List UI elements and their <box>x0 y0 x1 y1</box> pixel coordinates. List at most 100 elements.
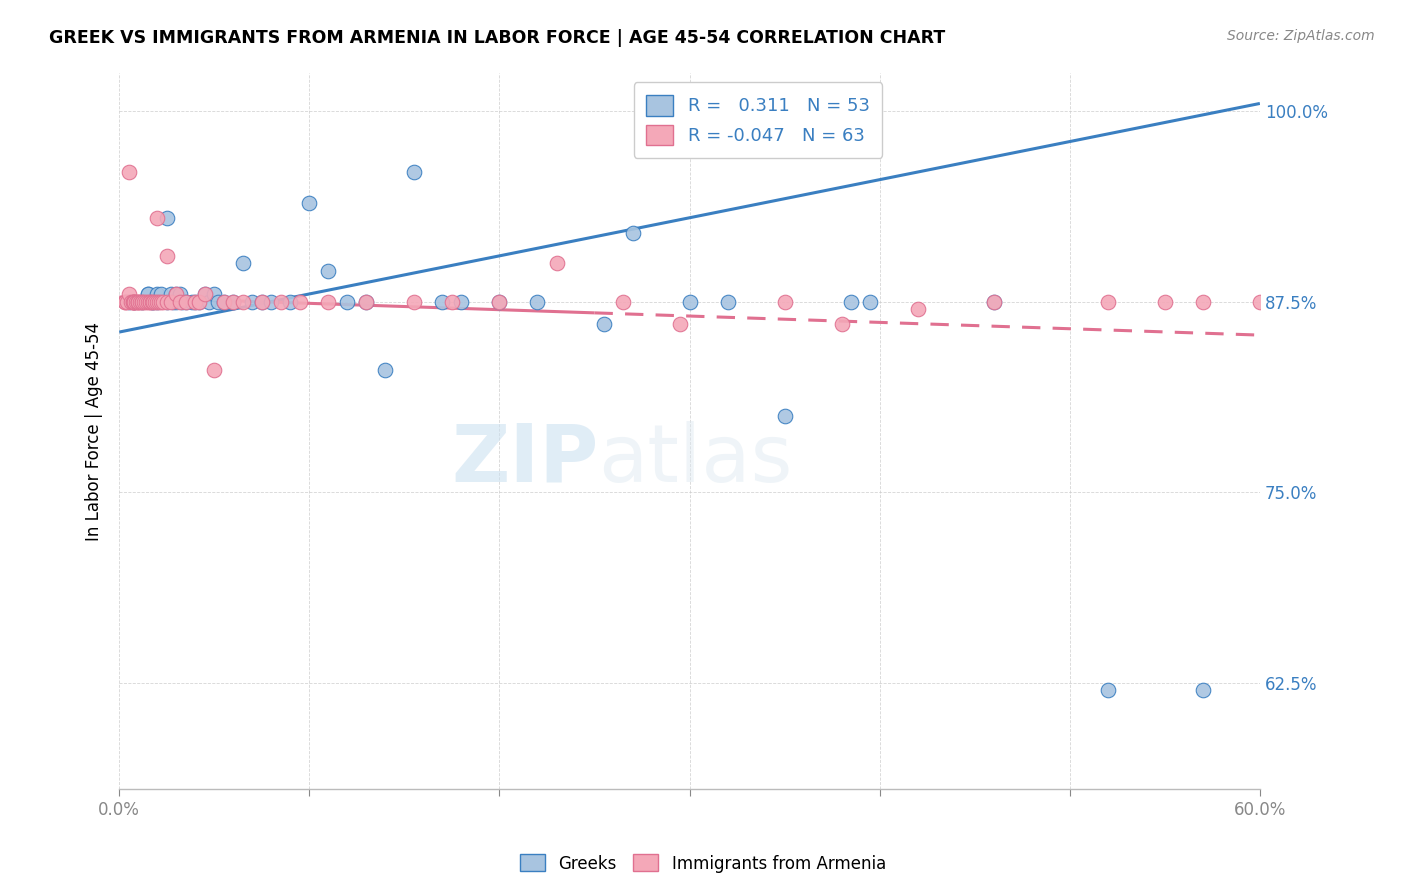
Text: GREEK VS IMMIGRANTS FROM ARMENIA IN LABOR FORCE | AGE 45-54 CORRELATION CHART: GREEK VS IMMIGRANTS FROM ARMENIA IN LABO… <box>49 29 945 46</box>
Point <box>141 294 163 309</box>
Point <box>669 318 692 332</box>
Point <box>270 294 292 309</box>
Point <box>907 302 929 317</box>
Point <box>180 294 202 309</box>
Point <box>141 294 163 309</box>
Point <box>124 294 146 309</box>
Point <box>612 294 634 309</box>
Point <box>1097 294 1119 309</box>
Point <box>188 294 211 309</box>
Point <box>859 294 882 309</box>
Point <box>121 294 143 309</box>
Point <box>773 409 796 423</box>
Point <box>127 294 149 309</box>
Point <box>132 294 155 309</box>
Point <box>146 294 169 309</box>
Point <box>146 211 169 225</box>
Point <box>1192 294 1215 309</box>
Legend: Greeks, Immigrants from Armenia: Greeks, Immigrants from Armenia <box>513 847 893 880</box>
Point <box>1192 683 1215 698</box>
Point <box>146 287 169 301</box>
Point <box>156 249 179 263</box>
Point <box>169 294 191 309</box>
Point <box>260 294 283 309</box>
Point <box>240 294 263 309</box>
Point <box>983 294 1005 309</box>
Point <box>131 294 153 309</box>
Point <box>222 294 245 309</box>
Point <box>150 287 173 301</box>
Point <box>135 294 157 309</box>
Point <box>114 294 136 309</box>
Point <box>165 287 187 301</box>
Point <box>432 294 454 309</box>
Point <box>169 287 191 301</box>
Point <box>127 294 149 309</box>
Point <box>298 195 321 210</box>
Text: atlas: atlas <box>599 421 793 499</box>
Point <box>621 226 644 240</box>
Point <box>165 287 187 301</box>
Point <box>983 294 1005 309</box>
Point <box>250 294 273 309</box>
Point <box>250 294 273 309</box>
Y-axis label: In Labor Force | Age 45-54: In Labor Force | Age 45-54 <box>86 322 103 541</box>
Point <box>212 294 235 309</box>
Point <box>124 294 146 309</box>
Text: Source: ZipAtlas.com: Source: ZipAtlas.com <box>1227 29 1375 43</box>
Point <box>124 294 146 309</box>
Point <box>152 294 174 309</box>
Point <box>232 294 254 309</box>
Point <box>129 294 152 309</box>
Point <box>450 294 472 309</box>
Point <box>121 294 143 309</box>
Point <box>156 294 179 309</box>
Point <box>174 294 197 309</box>
Point <box>118 287 141 301</box>
Point <box>142 294 165 309</box>
Point <box>318 294 340 309</box>
Point <box>194 287 217 301</box>
Point <box>831 318 853 332</box>
Point <box>288 294 311 309</box>
Point <box>114 294 136 309</box>
Point <box>440 294 463 309</box>
Point <box>184 294 207 309</box>
Point <box>716 294 738 309</box>
Point <box>526 294 548 309</box>
Point <box>194 287 217 301</box>
Point <box>1097 683 1119 698</box>
Point <box>115 294 138 309</box>
Point <box>336 294 359 309</box>
Point <box>356 294 378 309</box>
Point <box>207 294 229 309</box>
Point <box>142 294 165 309</box>
Point <box>118 165 141 179</box>
Point <box>156 211 179 225</box>
Point <box>1249 294 1271 309</box>
Point <box>148 294 170 309</box>
Point <box>280 294 302 309</box>
Point <box>136 294 159 309</box>
Point <box>146 294 169 309</box>
Point <box>202 363 225 377</box>
Point <box>488 294 510 309</box>
Point <box>202 287 225 301</box>
Point <box>159 287 181 301</box>
Point <box>118 294 141 309</box>
Point <box>188 294 211 309</box>
Point <box>222 294 245 309</box>
Text: ZIP: ZIP <box>451 421 599 499</box>
Legend: R =   0.311   N = 53, R = -0.047   N = 63: R = 0.311 N = 53, R = -0.047 N = 63 <box>634 82 883 158</box>
Point <box>356 294 378 309</box>
Point <box>1153 294 1175 309</box>
Point <box>138 294 160 309</box>
Point <box>212 294 235 309</box>
Point <box>546 256 568 270</box>
Point <box>197 294 219 309</box>
Point <box>318 264 340 278</box>
Point <box>131 294 153 309</box>
Point <box>156 294 179 309</box>
Point <box>773 294 796 309</box>
Point <box>593 318 616 332</box>
